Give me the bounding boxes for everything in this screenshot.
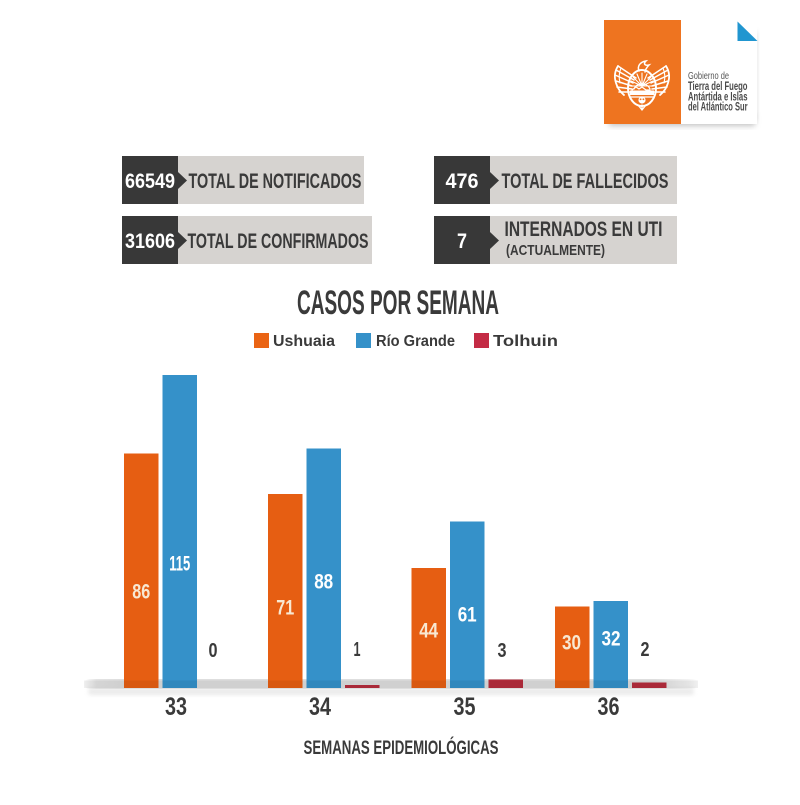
svg-text:Gobierno de: Gobierno de <box>688 71 729 82</box>
svg-text:86: 86 <box>132 580 150 604</box>
svg-text:44: 44 <box>419 619 438 643</box>
svg-text:476: 476 <box>446 169 479 193</box>
svg-text:66549: 66549 <box>125 169 175 193</box>
svg-text:3: 3 <box>498 640 507 662</box>
svg-text:(ACTUALMENTE): (ACTUALMENTE) <box>506 242 605 259</box>
svg-text:31606: 31606 <box>125 229 175 253</box>
svg-text:71: 71 <box>276 596 294 620</box>
svg-text:SEMANAS EPIDEMIOLÓGICAS: SEMANAS EPIDEMIOLÓGICAS <box>304 737 499 759</box>
svg-text:32: 32 <box>602 627 621 651</box>
svg-text:30: 30 <box>562 631 581 655</box>
svg-text:TOTAL DE CONFIRMADOS: TOTAL DE CONFIRMADOS <box>188 229 369 253</box>
svg-text:115: 115 <box>169 552 190 576</box>
svg-text:88: 88 <box>314 570 333 594</box>
svg-text:36: 36 <box>598 693 620 721</box>
svg-text:33: 33 <box>165 693 187 721</box>
svg-text:INTERNADOS EN UTI: INTERNADOS EN UTI <box>505 217 663 241</box>
svg-text:34: 34 <box>309 693 331 721</box>
svg-text:TOTAL DE FALLECIDOS: TOTAL DE FALLECIDOS <box>502 169 669 193</box>
svg-text:Río Grande: Río Grande <box>376 333 455 350</box>
svg-text:Tolhuin: Tolhuin <box>493 333 558 350</box>
svg-text:1: 1 <box>354 639 361 661</box>
svg-text:Ushuaia: Ushuaia <box>273 333 335 350</box>
svg-text:Tierra del Fuego: Tierra del Fuego <box>688 81 748 93</box>
svg-text:CASOS POR SEMANA: CASOS POR SEMANA <box>297 284 499 322</box>
svg-text:Antártida e Islas: Antártida e Islas <box>688 91 748 103</box>
svg-text:61: 61 <box>458 603 477 627</box>
svg-text:7: 7 <box>457 229 467 253</box>
svg-text:del Atlántico Sur: del Atlántico Sur <box>688 102 748 114</box>
svg-text:35: 35 <box>454 693 476 721</box>
svg-text:2: 2 <box>641 639 650 661</box>
svg-text:0: 0 <box>209 640 218 662</box>
svg-text:TOTAL DE NOTIFICADOS: TOTAL DE NOTIFICADOS <box>189 169 362 193</box>
